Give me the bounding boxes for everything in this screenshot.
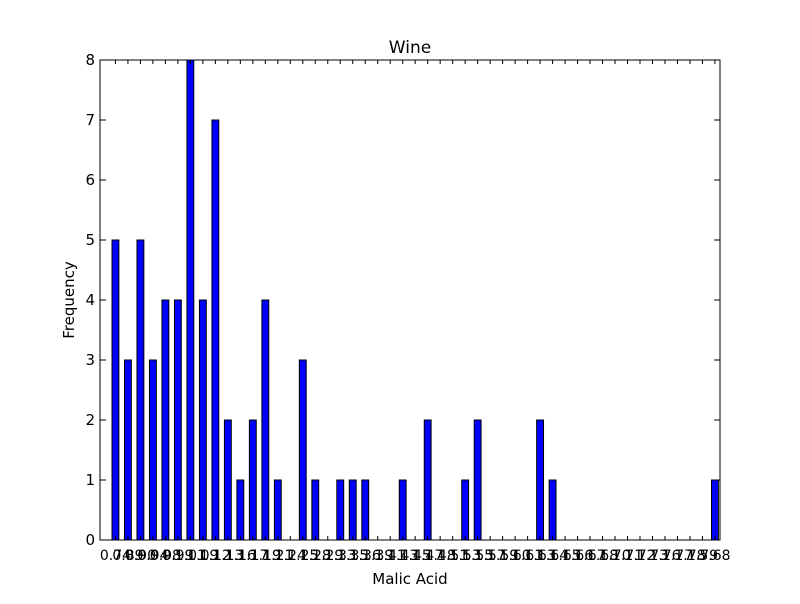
x-tick-label: 1.36: [350, 548, 381, 564]
plot-frame: [99, 59, 721, 541]
bar: [186, 59, 195, 541]
ticks-group: 0.740.890.900.940.980.991.011.091.121.13…: [85, 51, 730, 564]
bar: [273, 479, 282, 541]
x-tick-label: 1.79: [687, 548, 718, 564]
x-tick-label: 5.68: [699, 548, 730, 564]
x-tick-label: 1.67: [574, 548, 605, 564]
x-tick-label: 1.51: [437, 548, 468, 564]
bar: [248, 419, 257, 541]
bar: [711, 479, 719, 541]
x-tick-label: 1.41: [375, 548, 406, 564]
bar: [336, 479, 345, 541]
bar: [536, 419, 545, 541]
bar: [473, 419, 482, 541]
x-tick-label: 1.78: [674, 548, 705, 564]
y-tick-label: 8: [85, 51, 95, 69]
bar: [223, 419, 232, 541]
x-tick-label: 1.48: [425, 548, 456, 564]
x-tick-label: 1.19: [250, 548, 281, 564]
x-tick-label: 0.99: [162, 548, 193, 564]
bar: [198, 299, 207, 541]
x-tick-label: 1.53: [450, 548, 481, 564]
bar: [123, 359, 132, 541]
bar: [298, 359, 307, 541]
bar: [311, 479, 320, 541]
x-tick-label: 1.43: [387, 548, 418, 564]
bar: [148, 359, 157, 541]
chart-title: Wine: [389, 38, 431, 58]
x-tick-label: 1.33: [325, 548, 356, 564]
y-axis-label: Frequency: [60, 261, 78, 339]
x-tick-label: 1.28: [300, 548, 331, 564]
x-tick-label: 0.98: [150, 548, 181, 564]
x-tick-label: 1.21: [262, 548, 293, 564]
y-tick-label: 6: [85, 171, 95, 189]
bar: [211, 119, 220, 541]
x-tick-label: 1.59: [487, 548, 518, 564]
x-tick-label: 1.65: [549, 548, 580, 564]
bar: [236, 479, 245, 541]
bar: [161, 299, 170, 541]
y-tick-label: 2: [85, 411, 95, 429]
x-tick-label: 1.57: [475, 548, 506, 564]
x-tick-label: 1.29: [312, 548, 343, 564]
x-tick-label: 0.94: [137, 548, 168, 564]
x-tick-label: 1.61: [512, 548, 543, 564]
x-tick-label: 1.77: [662, 548, 693, 564]
x-tick-label: 1.39: [362, 548, 393, 564]
x-tick-label: 1.71: [612, 548, 643, 564]
x-tick-label: 1.68: [587, 548, 618, 564]
x-tick-label: 1.63: [525, 548, 556, 564]
bar: [261, 299, 270, 541]
x-tick-label: 1.35: [337, 548, 368, 564]
x-axis-label: Malic Acid: [372, 570, 447, 588]
y-tick-label: 1: [85, 471, 95, 489]
x-tick-label: 1.09: [187, 548, 218, 564]
bar: [348, 479, 357, 541]
x-tick-label: 1.25: [287, 548, 318, 564]
bar: [548, 479, 557, 541]
x-tick-label: 1.72: [624, 548, 655, 564]
bar: [398, 479, 407, 541]
x-tick-label: 1.70: [599, 548, 630, 564]
x-tick-label: 1.64: [537, 548, 568, 564]
bar: [461, 479, 470, 541]
y-tick-label: 0: [85, 531, 95, 549]
x-tick-label: 1.66: [562, 548, 593, 564]
x-tick-label: 1.12: [200, 548, 231, 564]
x-tick-label: 1.47: [412, 548, 443, 564]
x-tick-label: 1.13: [212, 548, 243, 564]
y-tick-label: 4: [85, 291, 95, 309]
bar: [423, 419, 432, 541]
bar: [111, 239, 120, 541]
x-tick-label: 1.17: [237, 548, 268, 564]
x-tick-label: 1.55: [462, 548, 493, 564]
x-tick-label: 1.60: [500, 548, 531, 564]
y-tick-label: 3: [85, 351, 95, 369]
y-tick-label: 5: [85, 231, 95, 249]
x-tick-label: 0.89: [112, 548, 143, 564]
x-tick-label: 1.73: [637, 548, 668, 564]
x-tick-label: 1.01: [175, 548, 206, 564]
bar: [173, 299, 182, 541]
x-tick-label: 0.90: [125, 548, 156, 564]
x-tick-label: 0.74: [100, 548, 131, 564]
x-tick-label: 1.24: [275, 548, 306, 564]
x-tick-label: 1.45: [400, 548, 431, 564]
x-tick-label: 1.76: [649, 548, 680, 564]
y-tick-label: 7: [85, 111, 95, 129]
bar: [361, 479, 370, 541]
bar: [136, 239, 145, 541]
x-tick-label: 1.16: [225, 548, 256, 564]
